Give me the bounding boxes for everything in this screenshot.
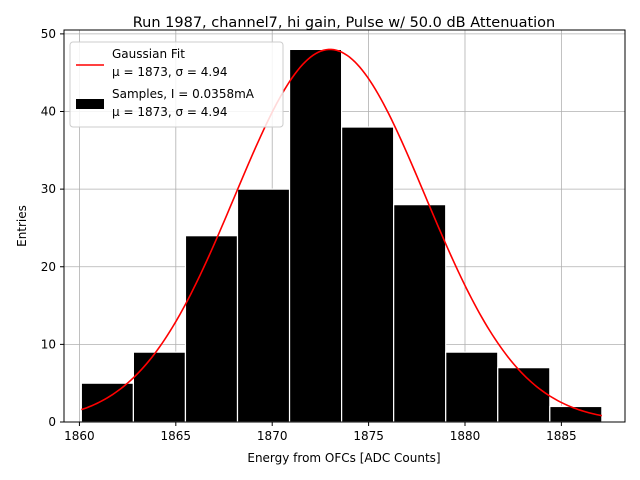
legend-samples-name: Samples, I = 0.0358mA [112, 87, 255, 101]
y-tick-label: 30 [41, 182, 56, 196]
x-axis-label: Energy from OFCs [ADC Counts] [247, 451, 440, 465]
x-tick-label: 1880 [450, 429, 481, 443]
y-tick-label: 20 [41, 260, 56, 274]
histogram-bar [497, 367, 551, 423]
y-tick-label: 10 [41, 337, 56, 351]
legend-samples-stats: μ = 1873, σ = 4.94 [112, 105, 228, 119]
legend-box [69, 41, 284, 128]
x-tick-label: 1885 [546, 429, 577, 443]
histogram-bar [80, 382, 135, 423]
legend-fit-stats: μ = 1873, σ = 4.94 [112, 65, 228, 79]
plot-frame [63, 29, 626, 423]
legend: Gaussian Fit μ = 1873, σ = 4.94 Samples,… [69, 41, 284, 128]
legend-samples-swatch [76, 99, 104, 109]
y-tick-label: 0 [48, 415, 56, 429]
x-axis-ticks: 1860 1865 1870 1875 1880 1885 [64, 422, 577, 443]
y-axis-ticks: 0 10 20 30 40 50 [41, 27, 64, 429]
gaussian-fit-line [81, 48, 603, 417]
y-tick-label: 40 [41, 105, 56, 119]
x-tick-label: 1860 [64, 429, 95, 443]
histogram-bars [80, 48, 603, 423]
y-axis-label: Entries [15, 205, 29, 247]
histogram-bar [288, 48, 343, 423]
histogram-bar [445, 351, 499, 423]
chart-title: Run 1987, channel7, hi gain, Pulse w/ 50… [133, 15, 556, 31]
x-tick-label: 1865 [161, 429, 192, 443]
histogram-bar [341, 126, 395, 423]
x-tick-label: 1875 [353, 429, 384, 443]
histogram-bar [236, 188, 291, 423]
y-tick-label: 50 [41, 27, 56, 41]
histogram-bar [132, 351, 187, 423]
histogram-bar [184, 235, 239, 423]
legend-fit-name: Gaussian Fit [112, 47, 185, 61]
histogram-bar [393, 204, 447, 423]
x-tick-label: 1870 [257, 429, 288, 443]
